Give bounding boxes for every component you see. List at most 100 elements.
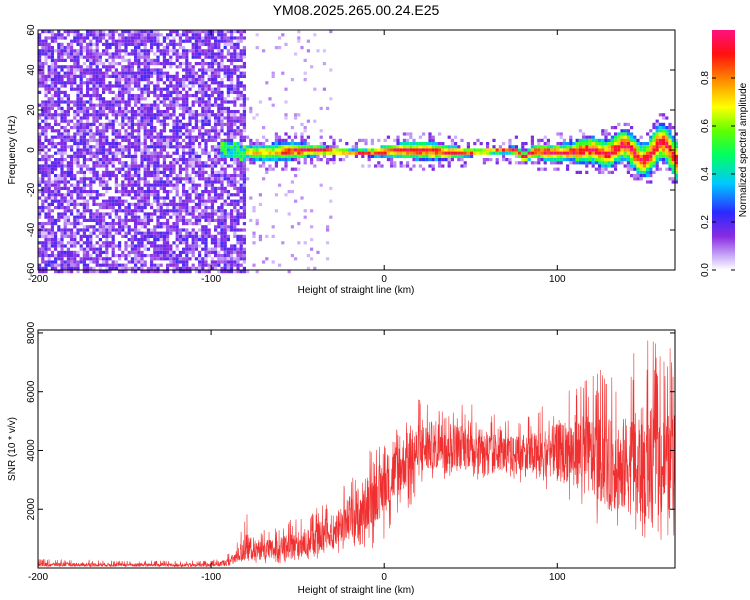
spectrogram-cell (230, 135, 234, 139)
spectrogram-cell (127, 167, 131, 171)
spectrogram-cell (95, 94, 99, 98)
spectrogram-cell (130, 132, 134, 136)
spectrogram-cell (146, 202, 150, 206)
spectrogram-cell (114, 46, 118, 50)
spectrogram-cell (150, 218, 154, 222)
spectrogram-cell (124, 132, 128, 136)
spectrogram-cell (319, 158, 323, 162)
spectrogram-cell (92, 36, 96, 40)
spectrogram-cell (249, 151, 253, 155)
spectrogram-cell (239, 241, 243, 245)
spectrogram-cell (66, 193, 70, 197)
spectrogram-cell (89, 106, 93, 110)
spectrogram-cell (150, 71, 154, 75)
spectrogram-cell (127, 132, 131, 136)
spectrogram-cell (198, 81, 202, 85)
spectrogram-cell (185, 209, 189, 213)
spectrogram-cell (217, 263, 221, 267)
spectrogram-cell (310, 209, 314, 213)
spectrogram-cell (226, 225, 230, 229)
spectrogram-cell (60, 132, 64, 136)
spectrogram-cell (76, 145, 80, 149)
spectrogram-cell (130, 49, 134, 53)
spectrogram-cell (121, 161, 125, 165)
spectrogram-cell (418, 164, 422, 168)
spectrogram-cell (143, 180, 147, 184)
spectrogram-cell (610, 145, 614, 149)
spectrogram-cell (156, 39, 160, 43)
spectrogram-cell (524, 142, 528, 146)
spectrogram-cell (175, 74, 179, 78)
spectrogram-cell (102, 78, 106, 82)
spectrogram-cell (124, 254, 128, 258)
spectrogram-cell (146, 110, 150, 114)
spectrogram-cell (242, 122, 246, 126)
spectrogram-cell (191, 183, 195, 187)
spectrogram-cell (559, 151, 563, 155)
spectrogram-cell (220, 190, 224, 194)
spectrogram-cell (610, 154, 614, 158)
spectrogram-cell (57, 129, 61, 133)
spectrogram-cell (230, 58, 234, 62)
spectrogram-cell (82, 270, 86, 274)
spectrogram-cell (82, 161, 86, 165)
spectrogram-cell (44, 129, 48, 133)
spectrogram-cell (47, 30, 51, 34)
spectrogram-cell (44, 103, 48, 107)
spectrogram-cell (198, 202, 202, 206)
spectrogram-cell (137, 180, 141, 184)
spectrogram-cell (204, 263, 208, 267)
spectrogram-cell (210, 74, 214, 78)
spectrogram-cell (204, 212, 208, 216)
spectrogram-cell (473, 142, 477, 146)
spectrogram-cell (140, 90, 144, 94)
spectrogram-cell (556, 167, 560, 171)
spectrogram-cell (578, 151, 582, 155)
spectrogram-cell (537, 161, 541, 165)
spectrogram-cell (92, 202, 96, 206)
spectrogram-cell (127, 119, 131, 123)
spectrogram-cell (623, 154, 627, 158)
spectrogram-cell (89, 167, 93, 171)
spectrogram-cell (633, 177, 637, 181)
spectrogram-cell (89, 132, 93, 136)
spectrogram-cell (265, 138, 269, 142)
spectrogram-cell (377, 138, 381, 142)
spectrogram-cell (98, 36, 102, 40)
spectrogram-cell (207, 110, 211, 114)
spectrogram-cell (44, 94, 48, 98)
spectrogram-cell (271, 71, 275, 75)
spectrogram-cell (217, 260, 221, 264)
spectrogram-cell (470, 148, 474, 152)
spectrogram-cell (54, 241, 58, 245)
spectrogram-cell (668, 122, 672, 126)
spectrogram-cell (214, 174, 218, 178)
spectrogram-cell (162, 122, 166, 126)
spectrogram-cell (166, 244, 170, 248)
spectrogram-cell (159, 119, 163, 123)
spectrogram-cell (223, 241, 227, 245)
spectrogram-cell (95, 68, 99, 72)
spectrogram-cell (70, 231, 74, 235)
spectrogram-cell (118, 103, 122, 107)
spectrogram-cell (63, 209, 67, 213)
spectrogram-cell (95, 254, 99, 258)
spectrogram-cell (326, 151, 330, 155)
spectrogram-cell (294, 148, 298, 152)
spectrogram-cell (178, 238, 182, 242)
spectrogram-cell (604, 135, 608, 139)
spectrogram-cell (70, 58, 74, 62)
spectrogram-cell (108, 270, 112, 274)
spectrogram-cell (674, 174, 678, 178)
spectrogram-cell (114, 71, 118, 75)
spectrogram-cell (182, 199, 186, 203)
spectrogram-cell (95, 151, 99, 155)
spectrogram-cell (185, 260, 189, 264)
spectrogram-cell (201, 71, 205, 75)
spectrogram-cell (38, 62, 42, 66)
spectrogram-cell (118, 244, 122, 248)
spectrogram-cell (284, 42, 288, 46)
spectrogram-cell (95, 62, 99, 66)
spectrogram-cell (258, 164, 262, 168)
spectrogram-cell (214, 254, 218, 258)
